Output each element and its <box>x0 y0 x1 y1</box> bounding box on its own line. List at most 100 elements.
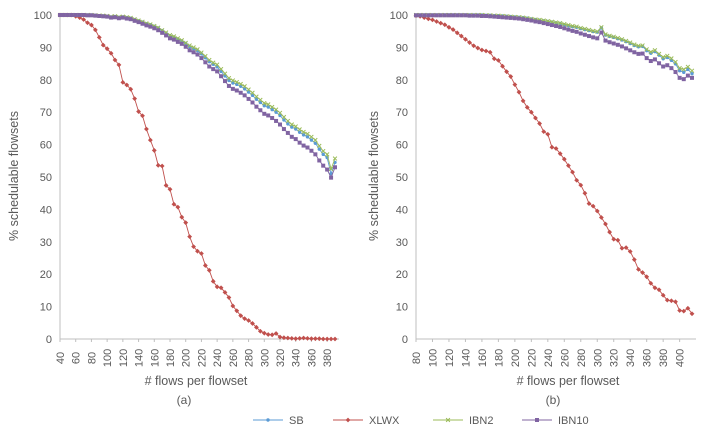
chart-a-series-ibn10-point <box>211 67 216 72</box>
chart-b-series-xlwx-point <box>578 182 584 188</box>
chart-b-series-xlwx-point <box>598 215 604 220</box>
chart-a-series-xlwx-point <box>242 316 248 321</box>
chart-b-series-ibn2-point <box>562 21 567 27</box>
chart-a-series-ibn10-point <box>128 17 133 22</box>
chart-a-series-ibn2-point <box>293 124 298 129</box>
chart-b-series-xlwx-point <box>582 190 588 196</box>
chart-a-series-sb-point <box>313 141 318 146</box>
chart-b-series-ibn2-point <box>603 32 608 37</box>
chart-a-series-ibn10-point <box>309 148 314 153</box>
chart-a-series-ibn10-point <box>179 41 184 46</box>
legend-sb-label: SB <box>289 415 304 427</box>
chart-a-series-ibn10-point <box>242 93 247 98</box>
chart-a-series-ibn2-point <box>258 97 263 103</box>
chart-b-series-xlwx-point <box>487 49 493 55</box>
chart-b-ytick-30: 30 <box>396 237 408 249</box>
chart-b-series-ibn10-point <box>451 13 456 18</box>
chart-b-series-ibn10-point <box>624 46 629 51</box>
chart-b-series-ibn2-point <box>595 29 600 34</box>
chart-a-series-ibn10-point <box>65 13 70 17</box>
chart-a-xtick-320: 320 <box>275 349 287 367</box>
chart-a-series-ibn2-point <box>309 134 314 140</box>
chart-b-series-ibn10-point <box>628 48 633 53</box>
chart-b-series-ibn10-point <box>508 15 513 20</box>
chart-b-series-xlwx-point <box>454 30 460 36</box>
chart-a-xtick-240: 240 <box>212 349 224 367</box>
chart-a-series-xlwx-point <box>202 263 208 268</box>
chart-a-series-ibn10-point <box>183 44 188 49</box>
chart-b-xtick-320: 320 <box>609 349 621 367</box>
chart-a-ytick-70: 70 <box>40 107 52 119</box>
chart-a-series-ibn2-point <box>234 79 240 85</box>
chart-a-series-xlwx-point <box>104 46 110 52</box>
chart-a-xtick-380: 380 <box>322 349 334 367</box>
chart-a-series-ibn10-point <box>262 111 267 116</box>
chart-b-series-ibn2-point <box>677 65 682 71</box>
chart-b-series-ibn2-point <box>557 20 563 26</box>
chart-b-series-ibn2-point <box>669 56 674 61</box>
chart-b-series-ibn2-point <box>590 28 596 34</box>
chart-a-series-ibn2-point <box>230 78 236 83</box>
chart-b-series-ibn2-point <box>607 33 612 38</box>
chart-a-series-ibn2-point <box>313 137 318 143</box>
chart-a-series-ibn2-point <box>242 84 247 89</box>
chart-a-series-ibn10-point <box>89 13 94 18</box>
chart-a-series-ibn10-line <box>60 14 336 179</box>
chart-b-series-xlwx-point <box>442 22 448 28</box>
chart-b-series-xlwx-point <box>528 109 534 115</box>
chart-a-series-xlwx-point <box>140 113 145 119</box>
chart-a-series-ibn2-point <box>332 156 338 161</box>
chart-a-series-sb-point <box>305 135 310 139</box>
chart-b-series-ibn10-point <box>603 38 608 43</box>
chart-a-series-ibn10-point <box>136 20 141 25</box>
chart-a-series-ibn10-point <box>207 64 212 69</box>
chart-b-xtick-160: 160 <box>477 349 489 367</box>
chart-b-xtick-80: 80 <box>411 352 423 364</box>
chart-b-series-xlwx-point <box>520 98 526 104</box>
chart-b-series-ibn10-point <box>587 34 592 39</box>
chart-b-series-sb-point <box>677 69 682 73</box>
chart-b-series-ibn10-point <box>541 21 546 26</box>
chart-a-series-ibn10-point <box>171 37 176 42</box>
chart-a-series-xlwx-point <box>132 96 138 101</box>
chart-b-series-xlwx-point <box>553 146 559 151</box>
chart-b-series-ibn10-point <box>677 75 682 80</box>
chart-a-caption: (a) <box>177 393 192 407</box>
chart-b-series-ibn10-point <box>434 13 439 18</box>
chart-a-ytick-0: 0 <box>46 334 52 346</box>
legend-ibn2-marker <box>445 417 451 423</box>
chart-a-series-ibn2-point <box>285 118 291 124</box>
chart-b-series-xlwx-point <box>615 237 621 243</box>
chart-a-series-xlwx-point <box>332 336 338 342</box>
chart-b-series-ibn2-point <box>619 37 625 42</box>
chart-a-series-ibn10-point <box>321 163 326 168</box>
chart-a-ytick-50: 50 <box>40 172 52 184</box>
chart-b-series-ibn10-point <box>615 42 620 47</box>
chart-a-series-ibn10-point <box>266 113 271 118</box>
chart-a-series-sb-point <box>286 122 290 126</box>
chart-a-series-ibn2-point <box>246 87 251 92</box>
chart-b-series-xlwx-point <box>425 16 431 22</box>
chart-b-series-xlwx-point <box>561 156 567 162</box>
chart-b-series-ibn10-point <box>574 29 579 34</box>
chart-a-series-ibn10-point <box>234 88 239 93</box>
chart-b-series-ibn10-point <box>632 50 637 55</box>
chart-b-series-xlwx-point <box>500 63 505 69</box>
chart-a-series-sb-point <box>321 152 325 157</box>
chart-a-series-xlwx-point <box>187 234 193 240</box>
chart-a-series-ibn10-point <box>215 69 220 74</box>
chart-b-series-xlwx-point <box>685 305 691 311</box>
chart-b-series-ibn2-point <box>636 43 641 49</box>
chart-b-series-sb-point <box>690 71 694 76</box>
chart-a-series-ibn10-point <box>238 90 243 95</box>
chart-a-series-ibn2-point <box>277 110 283 116</box>
chart-a-series-ibn2-point <box>191 45 196 50</box>
chart-b-series-ibn10-point <box>566 27 571 32</box>
chart-a-ylabel: % schedulable flowsets <box>7 111 21 241</box>
chart-a-series-ibn10-point <box>325 167 330 172</box>
chart-a-xlabel: # flows per flowset <box>145 374 248 388</box>
chart-b-series-ibn10-point <box>636 51 641 56</box>
chart-b-series-xlwx-point <box>516 89 522 95</box>
chart-a-series-ibn10-point <box>219 74 224 79</box>
